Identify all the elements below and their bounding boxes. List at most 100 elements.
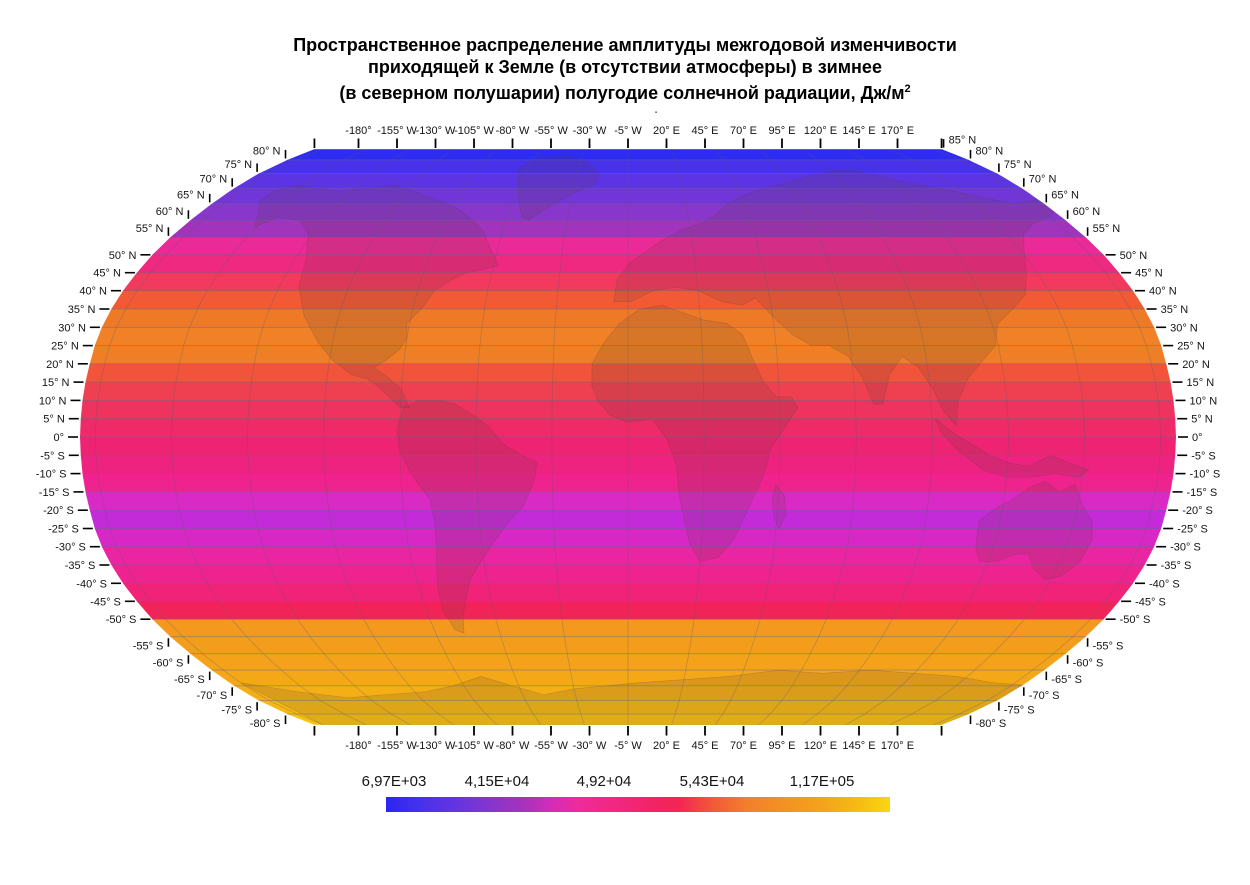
- lat-band: [80, 237, 1176, 256]
- lon-gridline: [932, 149, 1162, 725]
- lon-label-bottom: -130° W: [416, 740, 456, 752]
- lat-label: -80° S: [976, 718, 1007, 730]
- lon-gridline: [323, 149, 455, 725]
- lon-label-bottom: -155° W: [377, 740, 417, 752]
- lat-label: 35° N: [1161, 304, 1189, 316]
- lat-label: 80° N: [976, 145, 1004, 157]
- lat-band: [80, 565, 1176, 584]
- title-line-1: Пространственное распределение амплитуды…: [293, 35, 957, 55]
- lat-label: -25° S: [48, 524, 79, 536]
- continent-silhouette: [613, 170, 1059, 427]
- lon-label-top: -5° W: [614, 125, 642, 137]
- continent-silhouette: [975, 480, 1093, 580]
- lat-label: 35° N: [68, 304, 96, 316]
- lat-band: [80, 601, 1176, 620]
- lon-label-bottom: -180°: [345, 740, 371, 752]
- lat-label: -45° S: [90, 596, 121, 608]
- lon-label-bottom: 70° E: [730, 740, 757, 752]
- lon-label-bottom: -30° W: [573, 740, 607, 752]
- lon-gridline: [889, 149, 1086, 725]
- lat-label: 65° N: [177, 189, 205, 201]
- lat-label: -45° S: [1135, 596, 1166, 608]
- lon-label-top: -105° W: [454, 125, 494, 137]
- lat-label: 85° N: [949, 135, 977, 147]
- colorbar-label: 5,43E+04: [680, 773, 745, 790]
- lat-label: -40° S: [1149, 578, 1180, 590]
- lat-label: 55° N: [1093, 223, 1121, 235]
- lat-label: 50° N: [109, 250, 137, 262]
- map-area: [80, 149, 1176, 725]
- lat-band: [80, 327, 1176, 347]
- lat-band: [80, 700, 1176, 715]
- lat-band: [80, 636, 1176, 655]
- lon-label-bottom: -5° W: [614, 740, 642, 752]
- lat-band: [80, 382, 1176, 401]
- lat-label: 5° N: [43, 414, 65, 426]
- lat-label: -50° S: [106, 614, 137, 626]
- lon-label-top: -155° W: [377, 125, 417, 137]
- lat-label: -5° S: [1191, 450, 1216, 462]
- lat-label: -55° S: [1093, 641, 1124, 653]
- continent-silhouette: [591, 304, 799, 562]
- lon-label-bottom: 95° E: [768, 740, 795, 752]
- lat-label: 20° N: [46, 359, 74, 371]
- lat-label: 50° N: [1120, 250, 1148, 262]
- lat-band: [80, 714, 1176, 725]
- lat-band: [80, 510, 1176, 530]
- lat-band: [80, 203, 1176, 221]
- lat-band: [80, 149, 1176, 161]
- lat-band: [80, 455, 1176, 475]
- lat-label: -50° S: [1120, 614, 1151, 626]
- lat-label: 0°: [1192, 432, 1203, 444]
- lat-label: 30° N: [58, 322, 86, 334]
- lat-band: [80, 188, 1176, 205]
- lat-label: -75° S: [221, 705, 252, 717]
- lon-label-bottom: 170° E: [881, 740, 914, 752]
- lat-label: 55° N: [136, 223, 164, 235]
- continent-silhouette: [240, 669, 1035, 725]
- lat-band: [80, 220, 1176, 238]
- title-line-3: (в северном полушарии) полугодие солнечн…: [0, 78, 1250, 104]
- lat-label: 30° N: [1170, 322, 1198, 334]
- lat-band: [80, 583, 1176, 602]
- lon-label-top: 120° E: [804, 125, 837, 137]
- colorbar-label: 1,17E+05: [790, 773, 855, 790]
- lon-gridline: [170, 149, 367, 725]
- lon-label-top: 20° E: [653, 125, 680, 137]
- lat-label: -80° S: [250, 718, 281, 730]
- lat-band: [80, 272, 1176, 292]
- continent-silhouette: [934, 418, 1090, 478]
- lat-label: 75° N: [224, 159, 252, 171]
- lat-label: 0°: [53, 432, 64, 444]
- lat-label: 45° N: [93, 268, 121, 280]
- lon-label-top: -80° W: [496, 125, 530, 137]
- lon-gridline: [94, 149, 324, 725]
- title-line-2: приходящей к Земле (в отсутствии атмосфе…: [368, 57, 882, 77]
- lat-label: -25° S: [1177, 524, 1208, 536]
- figure-title: Пространственное распределение амплитуды…: [0, 34, 1250, 104]
- lon-gridline: [551, 149, 585, 725]
- lat-label: -5° S: [40, 450, 65, 462]
- lat-label: 70° N: [1029, 174, 1057, 186]
- lat-label: -10° S: [1190, 469, 1221, 481]
- lat-label: -10° S: [36, 469, 67, 481]
- lon-label-top: 145° E: [842, 125, 875, 137]
- lat-label: 60° N: [1073, 206, 1101, 218]
- lat-band: [80, 345, 1176, 365]
- stray-dot: .: [654, 100, 659, 117]
- colorbar-label: 4,15E+04: [465, 773, 530, 790]
- colorbar: [386, 797, 890, 812]
- continent-silhouette: [396, 400, 538, 634]
- lon-label-top: 70° E: [730, 125, 757, 137]
- lat-label: -30° S: [1170, 542, 1201, 554]
- colorbar-label: 4,92+04: [577, 773, 632, 790]
- lon-label-top: 95° E: [768, 125, 795, 137]
- lat-band: [80, 159, 1176, 174]
- lon-gridline: [758, 149, 857, 725]
- lat-band: [80, 290, 1176, 310]
- lat-band: [80, 528, 1176, 548]
- lat-label: -20° S: [43, 505, 74, 517]
- lon-label-top: -180°: [345, 125, 371, 137]
